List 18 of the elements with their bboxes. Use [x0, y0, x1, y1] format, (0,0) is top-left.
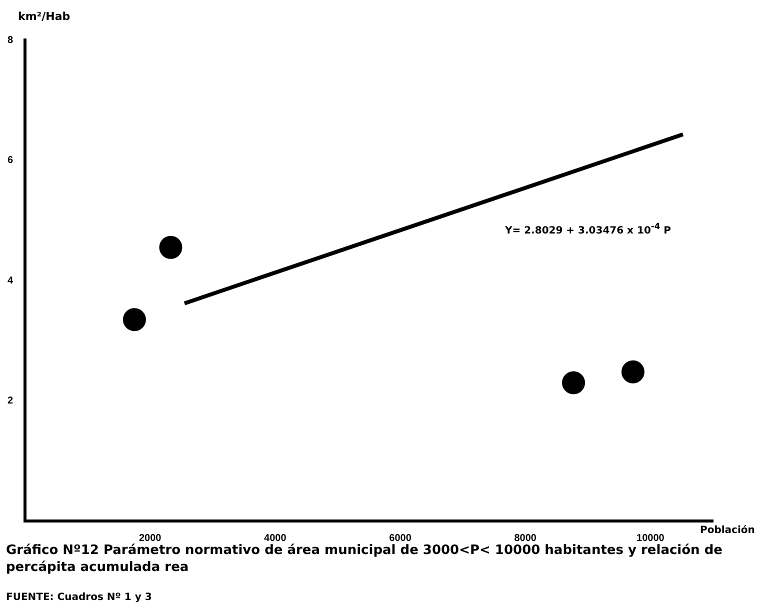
text: Gráfico Nº12 Parámetro normativo de área municipal de 3000<P< 10000 habitantes y relación de percápita acumulada rea [6, 542, 724, 576]
y-tick-label: 2 [7, 396, 14, 406]
y-tick-label: 4 [7, 275, 14, 286]
y-axis-title: km²/Hab [18, 10, 70, 23]
y-tick-label: 6 [7, 155, 14, 166]
x-tick-label: 10000 [636, 532, 665, 544]
source-note: FUENTE: Cuadros Nº 1 y 3 [6, 592, 152, 603]
x-tick-label: 4000 [264, 532, 287, 544]
x-axis-title: Población [700, 525, 755, 536]
x-tick-label: 2000 [138, 532, 162, 544]
point [562, 371, 586, 394]
x-tick-label: 8000 [514, 532, 537, 544]
annotation: Y= 2.8029 + 3.03476 x 10$^{-4}$ P [505, 221, 671, 236]
point [621, 360, 644, 384]
point [122, 308, 146, 332]
x-tick-label: 6000 [389, 532, 412, 544]
point [159, 236, 182, 259]
y-tick-label: 8 [7, 34, 14, 46]
